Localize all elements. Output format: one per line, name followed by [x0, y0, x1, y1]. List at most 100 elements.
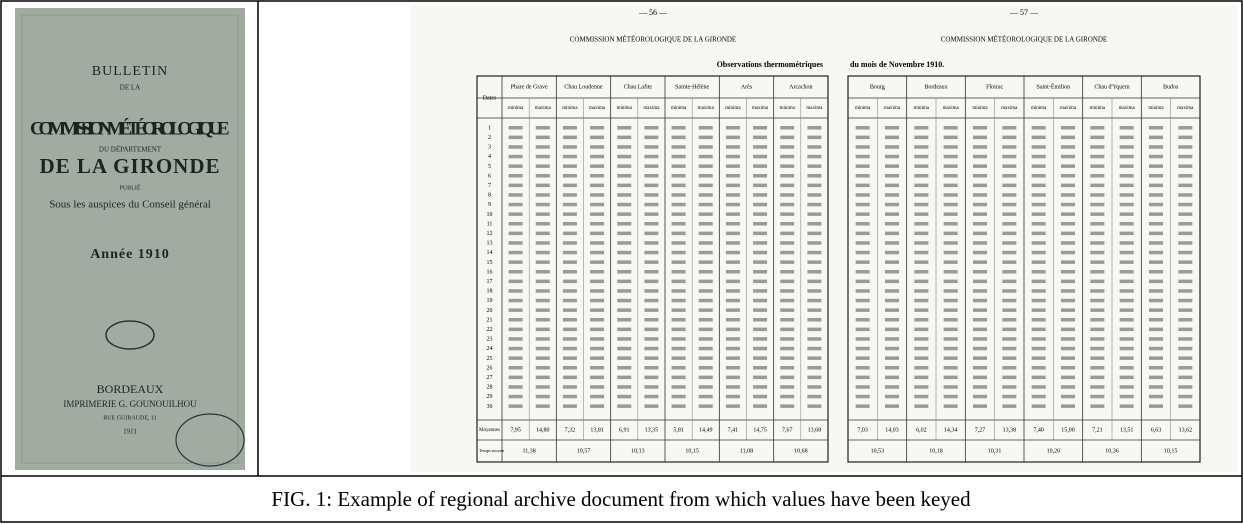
illegible-figure	[1032, 376, 1046, 380]
illegible-figure	[1149, 174, 1163, 178]
illegible-figure	[563, 308, 577, 312]
illegible-figure	[1061, 145, 1075, 149]
illegible-figure	[644, 270, 658, 274]
illegible-figure	[944, 337, 958, 341]
illegible-figure	[509, 193, 523, 197]
illegible-figure	[1002, 222, 1016, 226]
illegible-figure	[1149, 126, 1163, 130]
illegible-figure	[973, 347, 987, 351]
illegible-figure	[753, 299, 767, 303]
illegible-figure	[536, 174, 550, 178]
illegible-figure	[536, 212, 550, 216]
illegible-figure	[1032, 270, 1046, 274]
illegible-figure	[699, 337, 713, 341]
illegible-figure	[753, 126, 767, 130]
illegible-figure	[1149, 328, 1163, 332]
illegible-figure	[1002, 395, 1016, 399]
illegible-figure	[590, 347, 604, 351]
illegible-figure	[885, 222, 899, 226]
illegible-figure	[563, 376, 577, 380]
temp-value: 10,13	[631, 448, 645, 454]
illegible-figure	[753, 395, 767, 399]
day: 16	[487, 269, 493, 275]
illegible-figure	[885, 280, 899, 284]
illegible-figure	[509, 155, 523, 159]
mean-value: 7,67	[782, 427, 793, 433]
illegible-figure	[590, 280, 604, 284]
illegible-figure	[856, 164, 870, 168]
illegible-figure	[617, 376, 631, 380]
temp-value: 10,20	[1047, 448, 1061, 454]
illegible-figure	[509, 347, 523, 351]
illegible-figure	[944, 376, 958, 380]
illegible-figure	[726, 164, 740, 168]
subheader: minima	[914, 106, 930, 111]
illegible-figure	[1090, 193, 1104, 197]
illegible-figure	[753, 337, 767, 341]
day: 10	[487, 212, 493, 218]
illegible-figure	[644, 145, 658, 149]
illegible-figure	[672, 155, 686, 159]
illegible-figure	[726, 193, 740, 197]
illegible-figure	[617, 299, 631, 303]
illegible-figure	[807, 328, 821, 332]
illegible-figure	[780, 241, 794, 245]
illegible-figure	[644, 136, 658, 140]
illegible-figure	[1002, 184, 1016, 188]
illegible-figure	[1149, 184, 1163, 188]
illegible-figure	[973, 337, 987, 341]
illegible-figure	[1149, 260, 1163, 264]
illegible-figure	[536, 155, 550, 159]
illegible-figure	[753, 260, 767, 264]
illegible-figure	[1090, 126, 1104, 130]
mean-value: 14,80	[536, 427, 550, 433]
illegible-figure	[699, 395, 713, 399]
illegible-figure	[509, 164, 523, 168]
illegible-figure	[672, 212, 686, 216]
illegible-figure	[780, 299, 794, 303]
illegible-figure	[509, 126, 523, 130]
illegible-figure	[509, 203, 523, 207]
illegible-figure	[753, 212, 767, 216]
subheader: maxima	[589, 106, 606, 111]
illegible-figure	[1002, 232, 1016, 236]
mean-value: 13,51	[1120, 427, 1134, 433]
illegible-figure	[726, 270, 740, 274]
illegible-figure	[973, 260, 987, 264]
illegible-figure	[563, 280, 577, 284]
illegible-figure	[973, 299, 987, 303]
mean-value: 14,34	[944, 427, 958, 433]
illegible-figure	[780, 308, 794, 312]
illegible-figure	[726, 289, 740, 293]
illegible-figure	[1149, 366, 1163, 370]
illegible-figure	[1120, 270, 1134, 274]
illegible-figure	[536, 270, 550, 274]
illegible-figure	[944, 366, 958, 370]
illegible-figure	[590, 308, 604, 312]
illegible-figure	[753, 366, 767, 370]
illegible-figure	[1002, 376, 1016, 380]
illegible-figure	[1032, 328, 1046, 332]
illegible-figure	[1002, 404, 1016, 408]
subheader: minima	[617, 106, 633, 111]
illegible-figure	[644, 203, 658, 207]
temp-value: 10,15	[685, 448, 699, 454]
illegible-figure	[885, 260, 899, 264]
illegible-figure	[780, 251, 794, 255]
illegible-figure	[1178, 404, 1192, 408]
illegible-figure	[885, 356, 899, 360]
illegible-figure	[856, 366, 870, 370]
illegible-figure	[1061, 270, 1075, 274]
illegible-figure	[563, 404, 577, 408]
illegible-figure	[726, 136, 740, 140]
illegible-figure	[944, 136, 958, 140]
subheader: minima	[1031, 106, 1047, 111]
illegible-figure	[509, 145, 523, 149]
illegible-figure	[509, 212, 523, 216]
page-number: — 56 —	[638, 8, 668, 17]
illegible-figure	[1120, 251, 1134, 255]
illegible-figure	[672, 164, 686, 168]
illegible-figure	[1090, 308, 1104, 312]
illegible-figure	[536, 404, 550, 408]
station: Sainte-Hélène	[675, 84, 709, 90]
